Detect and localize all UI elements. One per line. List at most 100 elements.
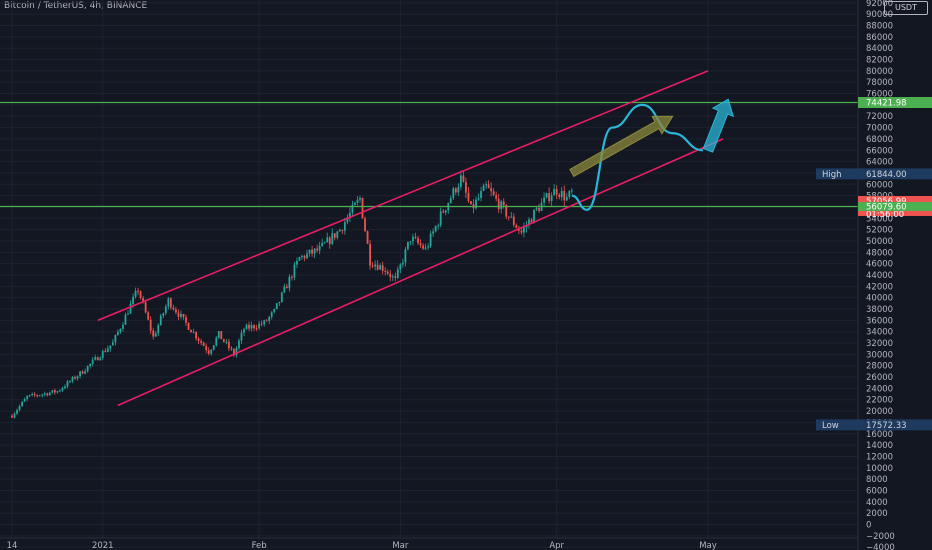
candle-body <box>202 342 205 346</box>
y-tick-label: 4000 <box>866 498 888 508</box>
candle-body <box>230 348 233 350</box>
candle-body <box>56 391 59 393</box>
currency-unit-button[interactable]: USDT <box>884 1 928 15</box>
candle-body <box>303 255 306 259</box>
candle-body <box>114 334 117 343</box>
y-tick-label: 80000 <box>866 67 893 77</box>
candle-body <box>452 188 455 199</box>
candle-body <box>545 193 548 198</box>
high-marker-tag-bg <box>816 168 858 180</box>
channel-upper-line <box>97 70 709 322</box>
y-tick-label: 40000 <box>866 294 893 304</box>
candle-body <box>248 324 250 329</box>
candle-body <box>285 286 288 289</box>
high-marker-tag: High <box>822 170 842 180</box>
candle-body <box>33 394 36 396</box>
candle-body <box>422 245 424 249</box>
candle-body <box>258 323 261 329</box>
candle-body <box>523 227 525 233</box>
y-tick-label: 44000 <box>866 271 893 281</box>
candle-body <box>293 264 296 278</box>
candle-body <box>535 207 538 210</box>
low-marker-value: 17572.33 <box>866 421 907 431</box>
y-tick-label: 22000 <box>866 396 893 406</box>
candle-body <box>374 264 377 267</box>
candle-body <box>129 303 132 314</box>
candle-body <box>46 393 49 396</box>
candle-body <box>91 359 94 364</box>
candle-body <box>134 290 137 297</box>
price-axis[interactable]: 9200090000880008600084000820008000078000… <box>857 0 895 550</box>
candle-body <box>396 269 399 278</box>
y-tick-label: 52000 <box>866 226 893 236</box>
high-marker-bg <box>858 168 932 180</box>
candle-body <box>394 276 397 278</box>
candle-body <box>23 399 26 402</box>
candle-body <box>457 186 460 193</box>
candle-body <box>427 246 429 248</box>
candle-body <box>200 340 203 343</box>
candle-body <box>38 395 41 397</box>
candle-body <box>497 198 500 210</box>
y-tick-label: 84000 <box>866 44 893 54</box>
candle-body <box>152 330 155 337</box>
candle-body <box>26 396 29 400</box>
candle-body <box>119 328 122 332</box>
low-marker-bg <box>858 419 932 431</box>
candle-body <box>565 197 568 201</box>
y-tick-label: 90000 <box>866 10 893 20</box>
candle-body <box>316 248 319 251</box>
candle-body <box>31 394 34 396</box>
y-tick-label: −2000 <box>866 532 895 542</box>
y-tick-label: 14000 <box>866 441 893 451</box>
candle-body <box>222 339 225 342</box>
candle-body <box>13 413 16 418</box>
candle-body <box>404 249 407 263</box>
y-tick-label: 66000 <box>866 146 893 156</box>
candle-body <box>106 348 109 352</box>
candle-body <box>437 225 440 227</box>
candle-body <box>301 255 303 258</box>
y-tick-label: 70000 <box>866 124 893 134</box>
candle-body <box>298 257 301 261</box>
candle-body <box>157 325 160 334</box>
resistance-marker-bg <box>858 97 932 109</box>
candle-body <box>235 348 238 356</box>
candle-body <box>210 349 213 354</box>
candle-body <box>16 410 18 414</box>
candle-body <box>190 329 192 333</box>
y-tick-label: 76000 <box>866 90 893 100</box>
candle-body <box>434 226 437 232</box>
candle-body <box>212 345 215 350</box>
candle-body <box>502 201 505 206</box>
y-tick-label: 26000 <box>866 373 893 383</box>
candle-body <box>167 298 170 307</box>
candle-body <box>470 201 472 205</box>
y-tick-label: 0 <box>866 520 871 530</box>
low-marker-tag: Low <box>822 421 839 431</box>
time-axis[interactable]: 14 2021 Feb Mar Apr May <box>0 537 858 550</box>
y-tick-label: 72000 <box>866 112 893 122</box>
candle-body <box>89 363 92 366</box>
candle-body <box>570 190 573 192</box>
candle-body <box>318 245 321 251</box>
candle-body <box>326 237 329 243</box>
y-tick-label: 34000 <box>866 328 893 338</box>
y-tick-label: 54000 <box>866 214 893 224</box>
candle-body <box>240 332 243 341</box>
candle-body <box>253 325 255 329</box>
candle-body <box>175 309 177 313</box>
candle-body <box>323 242 326 244</box>
candle-body <box>407 241 409 250</box>
low-marker-tag-bg <box>816 419 858 431</box>
candle-body <box>48 392 51 396</box>
candle-body <box>182 313 185 317</box>
candle-body <box>409 241 412 243</box>
candle-body <box>117 331 119 335</box>
candle-body <box>364 218 366 232</box>
candle-body <box>399 264 402 270</box>
y-tick-label: 36000 <box>866 316 893 326</box>
candle-body <box>454 188 457 193</box>
candle-body <box>283 286 286 293</box>
